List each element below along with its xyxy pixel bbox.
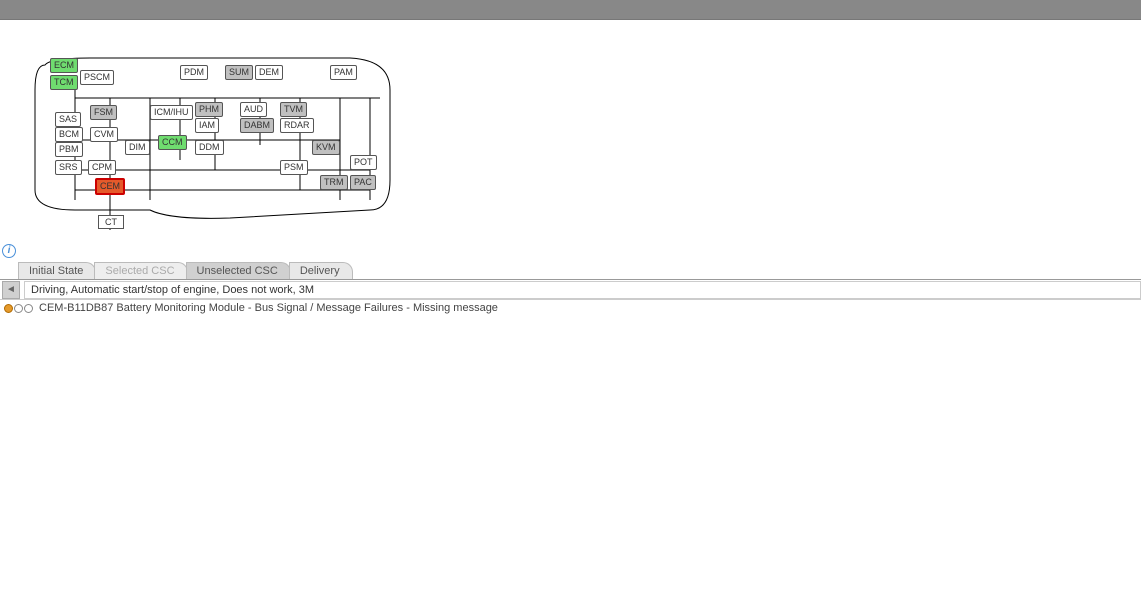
breadcrumb-row: ◄ Driving, Automatic start/stop of engin… [0, 280, 1141, 300]
module-rdar[interactable]: RDAR [280, 118, 314, 133]
info-icon[interactable]: i [2, 244, 16, 258]
tabs-row: Initial StateSelected CSCUnselected CSCD… [0, 260, 1141, 280]
module-tvm[interactable]: TVM [280, 102, 307, 117]
module-psm[interactable]: PSM [280, 160, 308, 175]
dtc-row[interactable]: CEM-B11DB87 Battery Monitoring Module - … [0, 300, 1141, 316]
module-sum[interactable]: SUM [225, 65, 253, 80]
module-fsm[interactable]: FSM [90, 105, 117, 120]
breadcrumb-text: Driving, Automatic start/stop of engine,… [24, 281, 1141, 299]
module-ecm[interactable]: ECM [50, 58, 78, 73]
dtc-text: CEM-B11DB87 Battery Monitoring Module - … [39, 302, 498, 314]
module-ddm[interactable]: DDM [195, 140, 224, 155]
module-pam[interactable]: PAM [330, 65, 357, 80]
back-button[interactable]: ◄ [2, 281, 20, 299]
module-pdm[interactable]: PDM [180, 65, 208, 80]
tab-initial-state[interactable]: Initial State [18, 262, 96, 279]
module-cpm[interactable]: CPM [88, 160, 116, 175]
module-kvm[interactable]: KVM [312, 140, 340, 155]
module-ct[interactable]: CT [98, 215, 124, 229]
module-bcm[interactable]: BCM [55, 127, 83, 142]
module-trm[interactable]: TRM [320, 175, 348, 190]
module-iam[interactable]: IAM [195, 118, 219, 133]
dtc-status-dots [4, 304, 33, 313]
module-aud[interactable]: AUD [240, 102, 267, 117]
module-sas[interactable]: SAS [55, 112, 81, 127]
module-cvm[interactable]: CVM [90, 127, 118, 142]
module-dabm[interactable]: DABM [240, 118, 274, 133]
top-bar [0, 0, 1141, 20]
module-cem[interactable]: CEM [95, 178, 125, 195]
module-phm[interactable]: PHM [195, 102, 223, 117]
module-dim[interactable]: DIM [125, 140, 150, 155]
module-tcm[interactable]: TCM [50, 75, 78, 90]
module-pbm[interactable]: PBM [55, 142, 83, 157]
module-ccm[interactable]: CCM [158, 135, 187, 150]
module-pot[interactable]: POT [350, 155, 377, 170]
dtc-dot [24, 304, 33, 313]
module-icm-ihu[interactable]: ICM/IHU [150, 105, 193, 120]
module-srs[interactable]: SRS [55, 160, 82, 175]
vehicle-network-diagram: ECM TCMPSCM PDM SUMDEM PAM SAS FSM ICM/IHUPHM AU… [0, 20, 1141, 260]
tab-delivery[interactable]: Delivery [289, 262, 353, 279]
dtc-dot [14, 304, 23, 313]
module-dem[interactable]: DEM [255, 65, 283, 80]
module-pac[interactable]: PAC [350, 175, 376, 190]
tab-unselected-csc[interactable]: Unselected CSC [186, 262, 291, 279]
tab-selected-csc[interactable]: Selected CSC [94, 262, 187, 279]
dtc-dot [4, 304, 13, 313]
module-pscm[interactable]: PSCM [80, 70, 114, 85]
